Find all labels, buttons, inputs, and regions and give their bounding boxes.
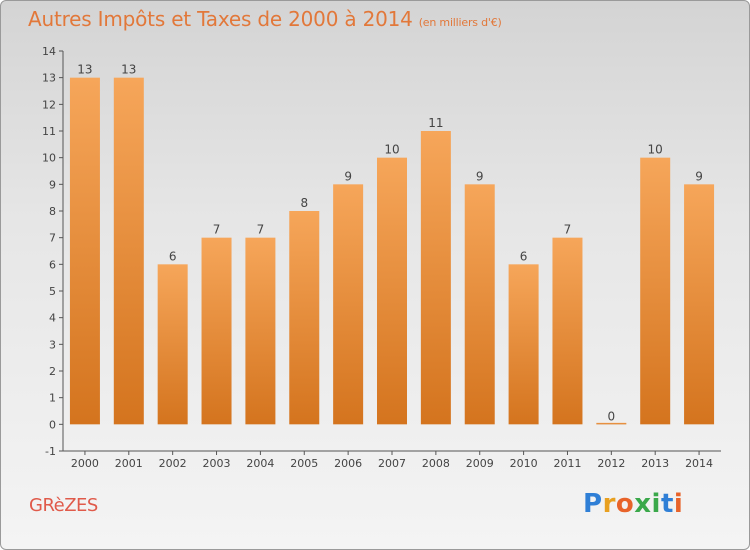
bar-2012 [596,422,627,425]
x-tick-label: 2013 [641,457,669,470]
logo-letter: o [615,489,635,519]
bar-2000 [69,77,100,425]
y-tick-label: -1 [45,445,56,458]
bar-2007 [377,157,407,425]
x-tick-label: 2011 [553,457,581,470]
bar-value-label: 7 [213,223,221,237]
x-tick-label: 2005 [290,457,318,470]
x-tick-label: 2004 [246,457,274,470]
bar-2009 [464,184,495,425]
bar-2013 [640,157,671,425]
bar-2008 [420,131,451,425]
bar-2004 [245,237,276,425]
bar-value-label: 9 [344,169,352,183]
bar-value-label: 10 [384,143,399,157]
y-tick-label: 0 [49,418,56,431]
x-tick-label: 2014 [685,457,713,470]
bar-2003 [201,237,232,425]
bar-value-label: 11 [428,116,443,130]
y-tick-label: 2 [49,365,56,378]
bar-value-label: 13 [77,63,92,77]
y-tick-label: 8 [49,205,56,218]
y-tick-label: 11 [42,125,56,138]
y-tick-label: 10 [42,152,56,165]
x-tick-label: 2007 [378,457,406,470]
x-tick-label: 2000 [71,457,99,470]
proxiti-logo: Proxiti [583,489,683,519]
bar-2005 [289,211,320,425]
bar-2014 [684,184,715,425]
logo-letter: r [602,489,616,519]
y-tick-label: 7 [49,232,56,245]
x-tick-label: 2002 [159,457,187,470]
y-tick-label: 9 [49,178,56,191]
bar-value-label: 13 [121,63,136,77]
x-tick-label: 2003 [203,457,231,470]
bar-value-label: 6 [520,249,528,263]
bar-value-label: 7 [257,223,265,237]
logo-letter: x [634,489,652,519]
x-tick-label: 2010 [510,457,538,470]
y-tick-label: 4 [49,312,56,325]
chart-unit: (en milliers d'€) [418,16,502,29]
x-tick-label: 2008 [422,457,450,470]
bar-value-label: 0 [608,409,616,423]
x-tick-label: 2012 [597,457,625,470]
bar-2001 [113,77,144,425]
bar-value-label: 9 [476,169,484,183]
bar-2002 [157,264,188,425]
y-tick-label: 13 [42,72,56,85]
y-tick-label: 3 [49,338,56,351]
y-tick-label: 12 [42,98,56,111]
x-tick-label: 2006 [334,457,362,470]
y-tick-label: 1 [49,392,56,405]
bar-value-label: 7 [564,223,572,237]
bar-value-label: 8 [300,196,308,210]
chart-title-text: Autres Impôts et Taxes de 2000 à 2014 [28,7,413,31]
bar-value-label: 6 [169,249,177,263]
y-tick-label: 14 [42,45,56,58]
commune-name: GRèZES [29,495,98,516]
y-tick-label: 6 [49,258,56,271]
bar-value-label: 9 [695,169,703,183]
logo-letter: P [583,489,603,519]
x-tick-label: 2009 [466,457,494,470]
chart-title: Autres Impôts et Taxes de 2000 à 2014 (en… [28,7,502,31]
bar-2011 [552,237,583,425]
bar-value-label: 10 [648,143,663,157]
x-tick-label: 2001 [115,457,143,470]
logo-letter: t [660,489,674,519]
bar-2006 [333,184,364,425]
logo-letter: i [673,489,684,519]
y-tick-label: 5 [49,285,56,298]
logo-letter: i [651,489,661,519]
bar-2010 [508,264,539,425]
